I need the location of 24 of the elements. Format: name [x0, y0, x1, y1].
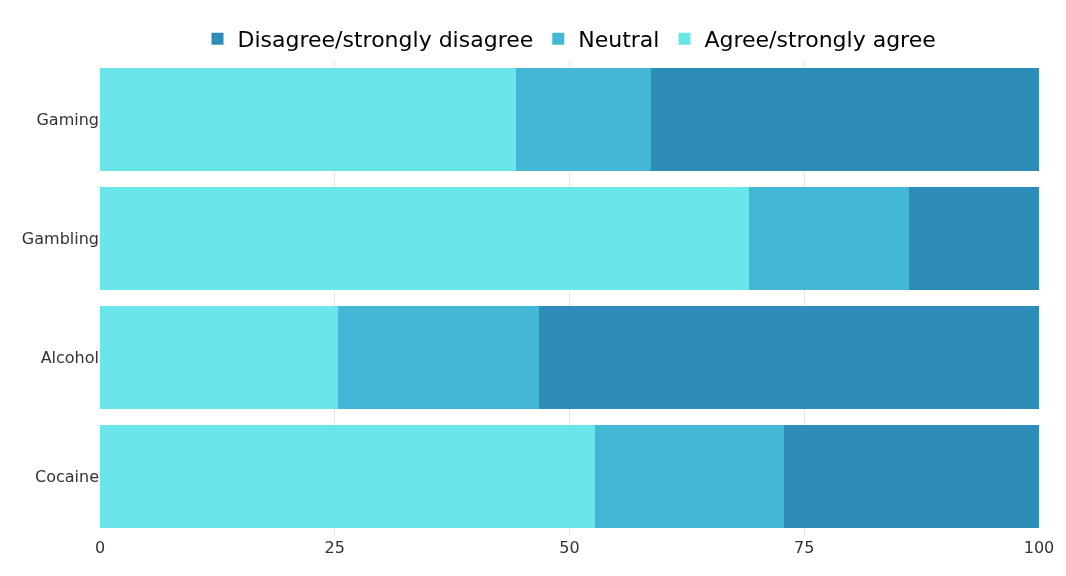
- y-tick-label: Gaming: [36, 110, 99, 130]
- bar: [538, 305, 1039, 410]
- bar: [515, 67, 652, 172]
- x-tick-label: 100: [1023, 538, 1055, 557]
- bar: [594, 424, 784, 529]
- y-tick-label: Alcohol: [40, 348, 99, 368]
- x-tick-label: 0: [94, 538, 106, 557]
- y-tick-label: Cocaine: [35, 467, 99, 487]
- bar: [783, 424, 1039, 529]
- bar: [100, 305, 338, 410]
- bar: [100, 424, 595, 529]
- bar: [100, 67, 516, 172]
- bar: [100, 186, 749, 291]
- y-tick-label: Gambling: [21, 229, 99, 249]
- x-tick-label: 25: [324, 538, 345, 557]
- legend-label: Disagree/strongly disagree: [237, 27, 534, 53]
- legend-label: Agree/strongly agree: [704, 27, 936, 53]
- x-tick-label: 75: [794, 538, 815, 557]
- bar: [909, 186, 1039, 291]
- x-tick-label: 50: [559, 538, 580, 557]
- bar: [748, 186, 910, 291]
- legend-label: Neutral: [578, 27, 660, 53]
- bar: [337, 305, 539, 410]
- bar: [651, 67, 1039, 172]
